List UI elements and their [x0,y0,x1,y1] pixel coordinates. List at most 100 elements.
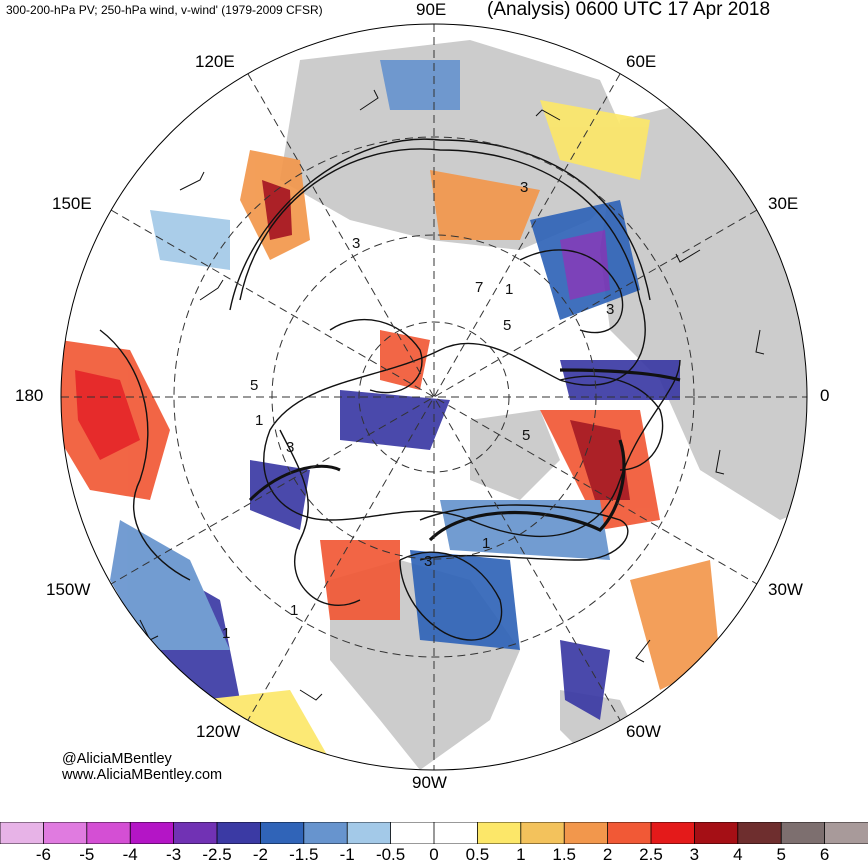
lon-label-60w: 60W [626,722,661,741]
pv-contour [559,375,664,471]
colorbar-tick-label: 1.5 [552,845,577,864]
lon-label-90e: 90E [416,0,447,19]
pv-contour [279,429,361,606]
colorbar-swatch [173,822,218,844]
wind-barb [179,171,205,191]
pv-warm-arctic [380,330,430,390]
pv-contour [229,138,651,311]
wind-barb [299,689,323,701]
credit-website: www.AliciaMBentley.com [62,767,223,783]
pv-contour [399,551,503,641]
colorbar-tick-label: -4 [122,845,138,864]
pv-contour-label: 7 [475,279,483,296]
map-border [60,23,808,771]
colorbar-tick-label: 6 [819,845,830,864]
pv-warm-mid-atlantic [630,560,720,690]
colorbar-swatch [303,822,349,844]
wind-barb [635,639,651,663]
lon-label-30w: 30W [768,580,803,599]
pv-cold-barents [560,360,680,400]
colorbar-tick-label: -0.5 [375,845,406,864]
wind-barbs [139,89,765,701]
chart-right-title: (Analysis) 0600 UTC 17 Apr 2018 [487,0,771,20]
colorbar-tick-label: 0.5 [465,845,490,864]
pv-weak-warm-east-asia [540,100,650,180]
colorbar-tick-label: -6 [35,845,51,864]
meridian-60e-120w [247,73,621,721]
colorbar-swatch [476,822,522,844]
colorbar-tick-label: 4 [733,845,743,864]
colorbar-swatch [43,822,88,844]
colorbar-tick-label: 2.5 [639,845,663,864]
pv-jet-contour [428,439,626,542]
colorbar-swatch [129,822,175,844]
meridian-30e-150w [110,209,758,585]
meridian-120e-60w [247,73,621,721]
colorbar-swatch [780,822,826,844]
land-asia [280,40,640,250]
colorbar-swatch [0,822,45,844]
pv-contour-label: 3 [286,439,294,456]
credit-twitter: @AliciaMBentley [62,751,172,767]
pv-warm-siberia [430,170,540,240]
pv-contour-label: 1 [255,412,263,429]
colorbar-swatch [86,822,132,844]
pv-contour-label: 5 [522,427,530,444]
pv-contour-labels: 3 3 7 5 5 3 1 5 1 3 1 3 1 1 [222,179,614,642]
colorbar-swatch [737,822,783,844]
wind-barb [715,449,725,475]
pv-contour-label: 3 [606,301,614,318]
colorbar-swatch [259,822,305,844]
colorbar-tick-label: -1.5 [289,845,319,864]
pv-contour-label: 1 [222,625,230,642]
latitude-circle [173,136,695,658]
pv-contour-label: 3 [352,235,360,252]
pv-cold-east-pacific-edge [110,520,230,650]
colorbar-tick-label: 2 [602,845,613,864]
wind-barb [675,249,701,263]
colorbar-tick-label: -1 [339,845,355,864]
wind-barb [535,109,561,121]
pv-contour-label: 5 [250,377,258,394]
colorbar-swatch [650,822,696,844]
lon-label-120e: 120E [195,52,235,71]
lon-label-90w: 90W [412,773,447,792]
colorbar-tick-label: 0 [429,845,439,864]
lon-label-120w: 120W [196,722,241,741]
pv-contour [329,318,423,394]
pv-warm-europe-core [570,420,630,500]
pv-contour [419,504,629,561]
graticule [61,24,807,770]
colorbar [0,822,868,844]
pv-warm-west-pacific-core [75,370,140,460]
colorbar-swatch [694,822,739,844]
colorbar-swatch [824,822,868,844]
pv-contours [99,138,681,641]
pv-cold-subtropical-atlantic [560,640,610,720]
pv-jet-contour [248,464,341,502]
pv-weak-cold-northwest-pacific [150,210,230,270]
pv-jet-contour [559,368,681,382]
pv-contour [99,329,191,581]
colorbar-tick-label: -3 [166,845,182,864]
pv-cold-urals-core [560,230,610,300]
colorbar-swatch [433,822,479,844]
colorbar-swatch [346,822,392,844]
pv-contour-label: 1 [290,602,298,619]
lon-label-180: 180 [15,386,44,405]
colorbar-tick-label: -2.5 [202,845,232,864]
colorbar-swatch [520,822,566,844]
colorbar-tick-label: 5 [776,845,786,864]
lon-label-150w: 150W [46,580,91,599]
colorbar-swatch [390,822,435,844]
lon-label-60e: 60E [626,52,657,71]
pv-contour-label: 3 [424,553,432,570]
colorbar-tick-label: -5 [79,845,95,864]
wind-barb [199,279,224,301]
pv-contour-label: 3 [520,179,528,196]
land-greenland [470,410,560,500]
meridian-150e-30w [110,209,758,585]
colorbar-swatch [607,822,652,844]
